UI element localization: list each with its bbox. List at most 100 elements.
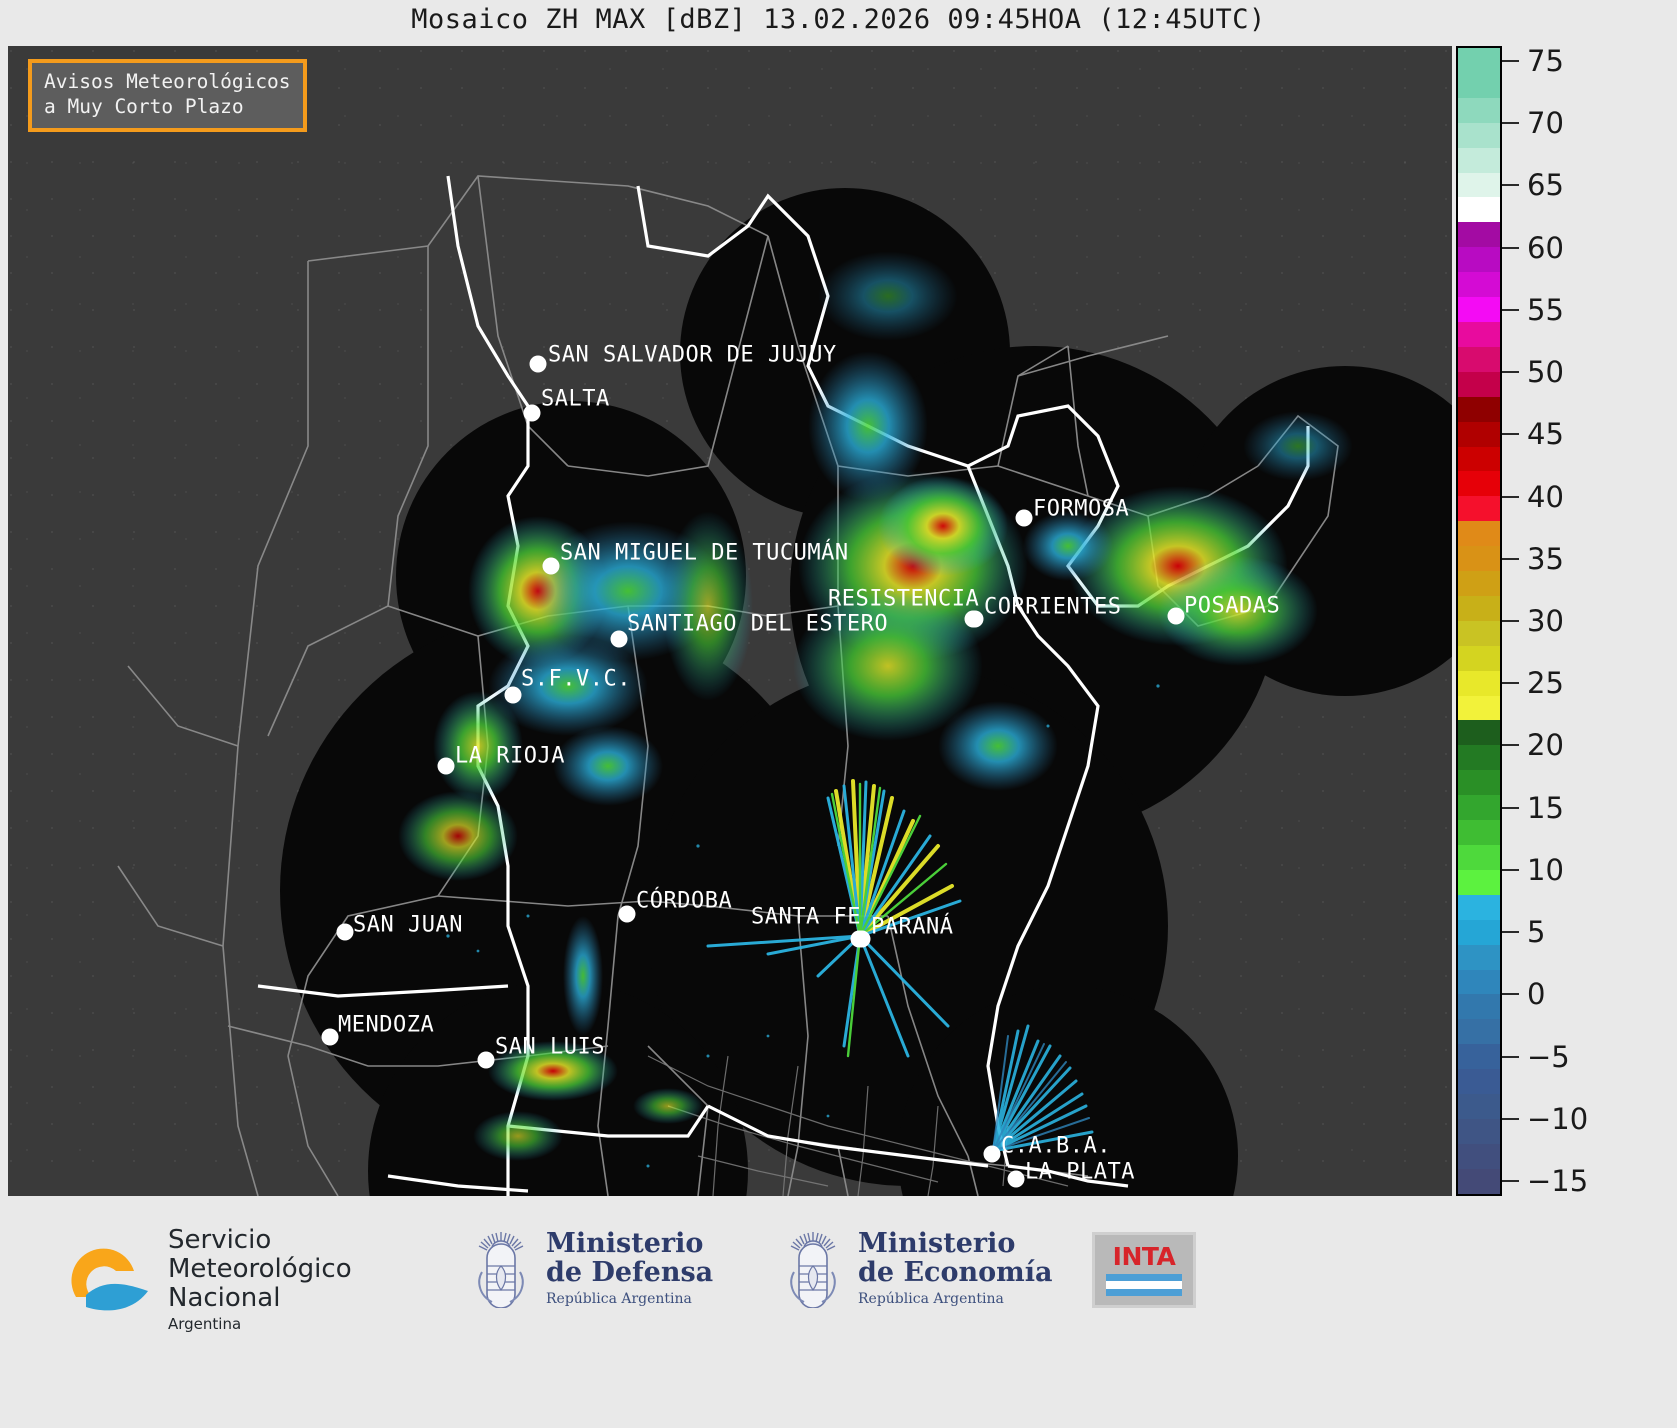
argentina-coat-of-arms-icon xyxy=(782,1228,844,1309)
colorbar-tick-value: 50 xyxy=(1527,355,1564,390)
colorbar-tick-dash xyxy=(1502,1055,1519,1058)
city-label: S.F.V.C. xyxy=(521,666,631,692)
colorbar-tick: 55 xyxy=(1502,293,1564,327)
colorbar-cell xyxy=(1458,894,1500,920)
city-marker xyxy=(504,686,522,704)
economia-logo-text: Ministerio de Economía República Argenti… xyxy=(858,1228,1053,1308)
colorbar-tick-dash xyxy=(1502,1117,1519,1120)
inta-logo-box: INTA xyxy=(1092,1232,1196,1308)
colorbar-tick-dash xyxy=(1502,122,1519,125)
colorbar-cell xyxy=(1458,969,1500,995)
city-label: CORRIENTES xyxy=(984,594,1122,620)
colorbar-cell xyxy=(1458,1168,1500,1194)
colorbar-cell xyxy=(1458,770,1500,796)
colorbar-cell xyxy=(1458,471,1500,497)
map-vector-layer xyxy=(117,175,1353,1196)
city-label: LA RIOJA xyxy=(455,743,565,769)
colorbar-tick: 15 xyxy=(1502,791,1564,825)
colorbar-cell xyxy=(1458,346,1500,372)
colorbar-tick: 20 xyxy=(1502,728,1564,762)
colorbar-tick-value: 75 xyxy=(1527,44,1564,78)
colorbar-tick: 0 xyxy=(1502,977,1545,1011)
page-title: Mosaico ZH MAX [dBZ] 13.02.2026 09:45HOA… xyxy=(411,4,1266,35)
colorbar-cell xyxy=(1458,869,1500,895)
city-label: C.A.B.A. xyxy=(1001,1133,1111,1159)
city-label: LA PLATA xyxy=(1025,1159,1135,1185)
colorbar xyxy=(1456,46,1502,1196)
inta-wordmark: INTA xyxy=(1112,1242,1176,1271)
colorbar-cell xyxy=(1458,795,1500,821)
colorbar-cell xyxy=(1458,172,1500,198)
city-label: SAN LUIS xyxy=(495,1034,605,1060)
argentina-coat-of-arms-icon xyxy=(470,1228,532,1309)
colorbar-cell xyxy=(1458,670,1500,696)
defensa-line3: República Argentina xyxy=(546,1290,692,1307)
defensa-logo-text: Ministerio de Defensa República Argentin… xyxy=(546,1227,714,1308)
colorbar-tick-dash xyxy=(1502,60,1519,62)
colorbar-cell xyxy=(1458,421,1500,447)
colorbar-cell xyxy=(1458,72,1500,98)
logo-servicio-meteorologico-nacional: Servicio Meteorológico Nacional Argentin… xyxy=(62,1225,352,1334)
colorbar-cell xyxy=(1458,521,1500,547)
smn-line2: Meteorológico xyxy=(168,1254,352,1285)
smn-line4: Argentina xyxy=(168,1315,242,1334)
footer-logos: Servicio Meteorológico Nacional Argentin… xyxy=(0,1196,1677,1428)
city-label: SAN MIGUEL DE TUCUMÁN xyxy=(560,540,849,566)
colorbar-tick: 30 xyxy=(1502,604,1564,638)
colorbar-tick-value: 10 xyxy=(1527,852,1564,887)
colorbar-cell xyxy=(1458,944,1500,970)
city-label: POSADAS xyxy=(1184,593,1281,619)
radar-map[interactable]: SAN SALVADOR DE JUJUY SALTA SAN MIGUEL DE … xyxy=(8,46,1452,1196)
colorbar-cell xyxy=(1458,97,1500,123)
colorbar-tick-labels: 75 70 65 60 55 50 45 40 35 30 25 20 15 10 5 0 −5 −10 −15 xyxy=(1502,44,1672,1198)
colorbar-cell xyxy=(1458,1044,1500,1070)
colorbar-tick: 75 xyxy=(1502,44,1564,78)
city-marker xyxy=(1007,1170,1025,1188)
alert-box[interactable]: Avisos Meteorológicos a Muy Corto Plazo xyxy=(28,59,307,132)
colorbar-cell xyxy=(1458,845,1500,870)
colorbar-tick: 50 xyxy=(1502,355,1564,389)
colorbar-tick-dash xyxy=(1502,371,1519,374)
colorbar-cell xyxy=(1458,222,1500,248)
colorbar-cell xyxy=(1458,297,1500,322)
logo-ministerio-de-economia: Ministerio de Economía República Argenti… xyxy=(782,1228,1053,1309)
colorbar-tick-dash xyxy=(1502,246,1519,249)
defensa-line2: de Defensa xyxy=(546,1257,714,1289)
colorbar-cell xyxy=(1458,745,1500,771)
colorbar-tick: 5 xyxy=(1502,915,1545,949)
colorbar-tick-value: 20 xyxy=(1527,728,1564,763)
colorbar-tick: −10 xyxy=(1502,1102,1588,1136)
colorbar-tick-value: 0 xyxy=(1527,977,1546,1012)
colorbar-cell xyxy=(1458,122,1500,148)
colorbar-tick-value: −5 xyxy=(1527,1039,1570,1074)
colorbar-cell xyxy=(1458,446,1500,472)
colorbar-cell xyxy=(1458,919,1500,945)
economia-line2: de Economía xyxy=(858,1257,1053,1289)
colorbar-cell xyxy=(1458,197,1500,223)
colorbar-cell xyxy=(1458,720,1500,746)
colorbar-tick-value: 55 xyxy=(1527,292,1564,327)
logo-inta: INTA xyxy=(1092,1232,1196,1308)
city-marker xyxy=(321,1028,339,1046)
colorbar-tick-dash xyxy=(1502,184,1519,187)
smn-logo-text: Servicio Meteorológico Nacional Argentin… xyxy=(168,1225,352,1334)
defensa-line1: Ministerio xyxy=(546,1227,704,1259)
colorbar-cell xyxy=(1458,147,1500,173)
colorbar-cell xyxy=(1458,695,1500,721)
colorbar-tick-dash xyxy=(1502,682,1519,685)
logo-ministerio-de-defensa: Ministerio de Defensa República Argentin… xyxy=(470,1227,714,1309)
colorbar-tick-value: 40 xyxy=(1527,479,1564,514)
city-label: SAN JUAN xyxy=(353,912,463,938)
city-marker xyxy=(983,1145,1001,1163)
colorbar-tick-value: 65 xyxy=(1527,168,1564,203)
city-label: MENDOZA xyxy=(338,1012,435,1038)
colorbar-tick-dash xyxy=(1502,931,1519,934)
colorbar-cell xyxy=(1458,546,1500,572)
colorbar-tick: 65 xyxy=(1502,168,1564,202)
colorbar-cell xyxy=(1458,272,1500,298)
city-label: PARANÁ xyxy=(871,914,954,940)
colorbar-cell xyxy=(1458,620,1500,646)
smn-line1: Servicio xyxy=(168,1225,272,1255)
colorbar-tick-dash xyxy=(1502,868,1519,871)
